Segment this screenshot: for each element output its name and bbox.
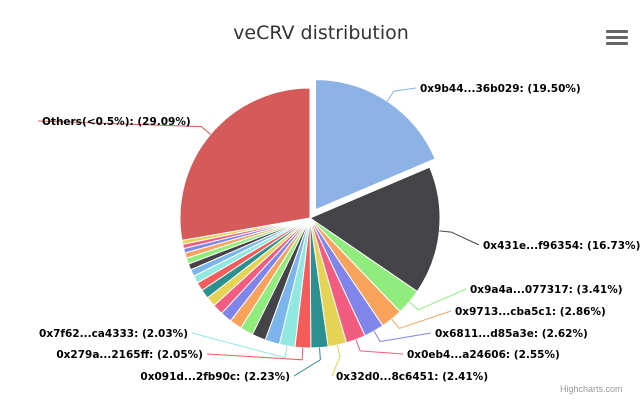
- slice-data-label: 0x279a...2165ff: (2.05%): [56, 349, 203, 361]
- label-connector: [439, 230, 480, 246]
- slice-data-label: 0x091d...2fb90c: (2.23%): [140, 371, 290, 383]
- chart-title: veCRV distribution: [233, 22, 409, 44]
- label-connector: [293, 347, 321, 377]
- menu-bar-icon: [606, 30, 628, 33]
- label-connector: [331, 344, 341, 377]
- menu-bar-icon: [606, 42, 628, 45]
- label-connector: [37, 120, 211, 135]
- slice-data-label: Others(<0.5%): (29.09%): [42, 116, 191, 128]
- slice-data-label: 0x9b44...36b029: (19.50%): [420, 83, 581, 95]
- slice-data-label: 0x9a4a...077317: (3.41%): [470, 284, 623, 296]
- label-connector: [355, 339, 404, 355]
- slice-data-label: 0x431e...f96354: (16.73%): [483, 240, 640, 252]
- menu-bar-icon: [606, 36, 628, 39]
- label-connector: [191, 332, 288, 359]
- label-connector: [206, 347, 304, 361]
- slice-data-label: 0x0eb4...a24606: (2.55%): [407, 349, 560, 361]
- chart-menu-button[interactable]: [606, 30, 628, 48]
- label-connector: [391, 310, 452, 330]
- label-connector: [408, 288, 467, 311]
- label-connector: [373, 330, 432, 343]
- pie-slice[interactable]: [179, 87, 311, 241]
- slice-data-label: 0x7f62...ca4333: (2.03%): [39, 328, 188, 340]
- pie-slice[interactable]: [308, 166, 441, 293]
- label-connector: [386, 87, 417, 102]
- pie-slice[interactable]: [315, 79, 436, 211]
- slice-data-label: 0x6811...d85a3e: (2.62%): [435, 328, 588, 340]
- slice-data-label: 0x9713...cba5c1: (2.86%): [455, 306, 606, 318]
- slice-data-label: 0x32d0...8c6451: (2.41%): [336, 371, 488, 383]
- chart-credit[interactable]: Highcharts.com: [560, 384, 623, 394]
